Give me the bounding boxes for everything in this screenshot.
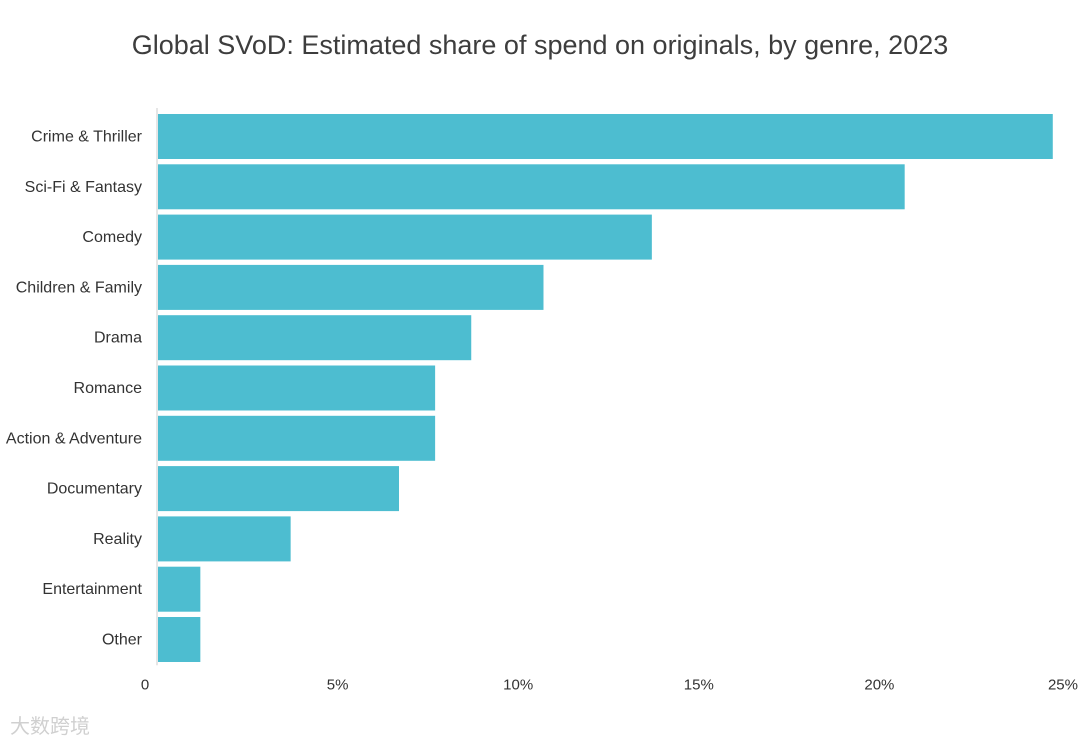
bar: [158, 516, 291, 562]
x-tick-label: 20%: [864, 676, 894, 693]
category-label: Entertainment: [42, 581, 142, 598]
bar: [158, 214, 652, 260]
x-tick-label: 5%: [327, 676, 349, 693]
bar: [158, 466, 400, 512]
category-label: Children & Family: [16, 279, 142, 296]
bar: [158, 264, 544, 310]
watermark: 大数跨境: [10, 710, 90, 739]
category-label: Documentary: [47, 481, 142, 498]
x-tick-label: 25%: [1048, 676, 1078, 693]
bar: [158, 566, 201, 612]
bar: [158, 114, 1053, 159]
bar: [158, 617, 201, 662]
category-label: Crime & Thriller: [31, 129, 143, 146]
x-tick-label: 0: [141, 676, 149, 693]
category-label: Other: [102, 632, 143, 649]
watermark-text: 大数跨境: [10, 714, 90, 738]
x-tick-label: 15%: [684, 676, 714, 693]
bar: [158, 415, 436, 461]
category-label: Sci-Fi & Fantasy: [25, 179, 142, 196]
category-label: Reality: [93, 531, 142, 548]
category-label: Drama: [94, 330, 142, 347]
category-label: Action & Adventure: [6, 430, 142, 447]
chart-title: Global SVoD: Estimated share of spend on…: [131, 30, 949, 60]
category-label: Comedy: [82, 229, 142, 246]
x-tick-label: 10%: [503, 676, 533, 693]
bar: [158, 164, 905, 210]
bar: [158, 365, 436, 411]
bar: [158, 315, 472, 361]
category-label: Romance: [74, 380, 143, 397]
